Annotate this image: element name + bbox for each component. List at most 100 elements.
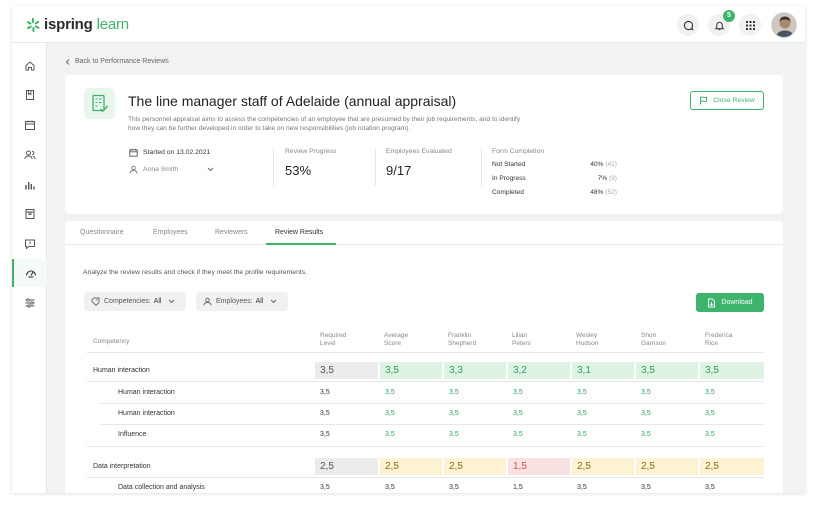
group-row-label[interactable]: Data interpretation — [93, 463, 151, 470]
chevron-left-icon — [65, 58, 70, 65]
tab-reviewers[interactable]: Reviewers — [215, 229, 248, 236]
table-cell: 3,5 — [385, 389, 395, 396]
column-header-employee[interactable]: Lilian Peters — [512, 332, 531, 347]
bell-icon — [714, 21, 724, 30]
table-cell: 3,5 — [577, 431, 587, 438]
column-header-employee[interactable]: Shon Garrison — [641, 332, 666, 347]
column-header-employee[interactable]: Wesley Hudson — [576, 332, 599, 347]
sidebar-item-settings[interactable] — [12, 289, 47, 317]
sidebar-item-calendar[interactable] — [12, 111, 47, 139]
column-header-employee[interactable]: Franklin Shepherd — [448, 332, 477, 347]
column-header-required-level: Required Level — [320, 332, 347, 347]
table-cell: 3,5 — [577, 389, 587, 396]
form-row-in-progress: In Progress 7% (9) — [492, 175, 617, 182]
chevron-down-icon — [271, 299, 277, 304]
close-review-button[interactable]: Close Review — [690, 91, 764, 110]
home-icon — [25, 61, 34, 71]
table-cell: 3,5 — [385, 431, 395, 438]
divider — [375, 148, 376, 186]
group-cell-score: 2,5 — [444, 458, 506, 475]
chevron-down-icon — [169, 299, 175, 304]
download-file-icon — [708, 298, 716, 307]
column-header-employee[interactable]: Frederica Rice — [705, 332, 733, 347]
table-cell: 3,5 — [320, 389, 330, 396]
tab-review-results[interactable]: Review Results — [275, 229, 324, 236]
logo-text: ispring learn — [44, 16, 129, 33]
sidebar-item-performance[interactable] — [12, 259, 47, 287]
message-alert-icon — [24, 239, 35, 250]
sliders-icon — [25, 298, 34, 308]
results-intro: Analyze the review results and check if … — [83, 269, 308, 276]
group-cell-average: 2,5 — [380, 458, 442, 475]
tab-questionnaire[interactable]: Questionnaire — [80, 229, 124, 236]
apps-button[interactable] — [739, 14, 761, 36]
started-date: Started on 13.02.2021 — [129, 148, 210, 157]
table-cell: 3,5 — [513, 389, 523, 396]
group-cell-average: 3,5 — [380, 362, 442, 379]
page-title: The line manager staff of Adelaide (annu… — [128, 93, 457, 109]
group-cell-required: 3,5 — [315, 362, 378, 379]
competency-row-label: Human interaction — [118, 389, 175, 396]
competency-row-label: Human interaction — [118, 410, 175, 417]
group-cell-score: 3,5 — [700, 362, 764, 379]
table-cell: 3,5 — [385, 484, 395, 491]
grid-icon — [745, 20, 755, 30]
logo[interactable]: ispring learn — [26, 16, 129, 33]
sidebar-item-content[interactable] — [12, 200, 47, 228]
review-results-card: Questionnaire Employees Reviewers Review… — [65, 221, 783, 493]
group-cell-score: 2,5 — [636, 458, 698, 475]
group-cell-score: 1,5 — [508, 458, 570, 475]
group-row-label[interactable]: Human interaction — [93, 367, 150, 374]
notifications-button[interactable]: 5 — [708, 10, 735, 36]
sidebar-item-users[interactable] — [12, 141, 47, 169]
sidebar-item-messages[interactable] — [12, 230, 47, 258]
row-divider — [87, 381, 764, 382]
table-cell: 3,5 — [449, 431, 459, 438]
table-cell: 3,5 — [641, 484, 651, 491]
competencies-filter[interactable]: Competencies: All — [84, 292, 187, 311]
group-cell-score: 3,3 — [444, 362, 506, 379]
user-avatar[interactable] — [771, 12, 797, 38]
table-cell: 3,5 — [449, 389, 459, 396]
table-cell: 3,5 — [641, 410, 651, 417]
row-divider — [87, 477, 764, 478]
user-icon — [203, 297, 212, 306]
tab-employees[interactable]: Employees — [153, 229, 188, 236]
column-header-competency: Competency — [93, 338, 130, 345]
row-divider — [100, 403, 764, 404]
table-cell: 3,5 — [577, 410, 587, 417]
back-link[interactable]: Back to Performance Reviews — [65, 58, 169, 65]
review-progress: Review Progress 53% — [285, 148, 337, 178]
sidebar-item-reports[interactable] — [12, 171, 47, 199]
review-document-icon — [84, 88, 115, 119]
download-button[interactable]: Download — [696, 293, 764, 312]
sidebar-item-home[interactable] — [12, 52, 47, 80]
chat-icon — [683, 20, 694, 31]
table-cell: 3,5 — [320, 484, 330, 491]
group-cell-score: 2,5 — [572, 458, 634, 475]
table-cell: 3,5 — [577, 484, 587, 491]
chat-button[interactable] — [677, 14, 699, 36]
table-cell: 3,5 — [641, 389, 651, 396]
calendar-icon — [129, 148, 138, 157]
user-photo-icon — [772, 13, 796, 37]
table-cell: 3,5 — [320, 410, 330, 417]
divider — [481, 148, 482, 186]
table-cell: 3,5 — [513, 431, 523, 438]
column-header-average-score: Average Score — [384, 332, 409, 347]
table-cell: 1,5 — [513, 484, 523, 491]
group-cell-score: 3,2 — [508, 362, 570, 379]
table-cell: 3,5 — [705, 484, 715, 491]
group-cell-score: 3,5 — [636, 362, 698, 379]
employees-filter[interactable]: Employees: All — [196, 292, 289, 311]
flag-icon — [700, 96, 708, 105]
group-cell-required: 2,5 — [315, 458, 378, 475]
top-bar: ispring learn 5 — [12, 6, 805, 43]
table-header-divider — [87, 352, 764, 353]
sidebar-item-courses[interactable] — [12, 81, 47, 109]
manager-select[interactable]: Anna Smith — [129, 165, 219, 174]
form-row-not-started: Not Started 40% (41) — [492, 161, 617, 168]
table-cell: 3,5 — [320, 431, 330, 438]
table-cell: 3,5 — [449, 484, 459, 491]
group-cell-score: 2,5 — [700, 458, 764, 475]
